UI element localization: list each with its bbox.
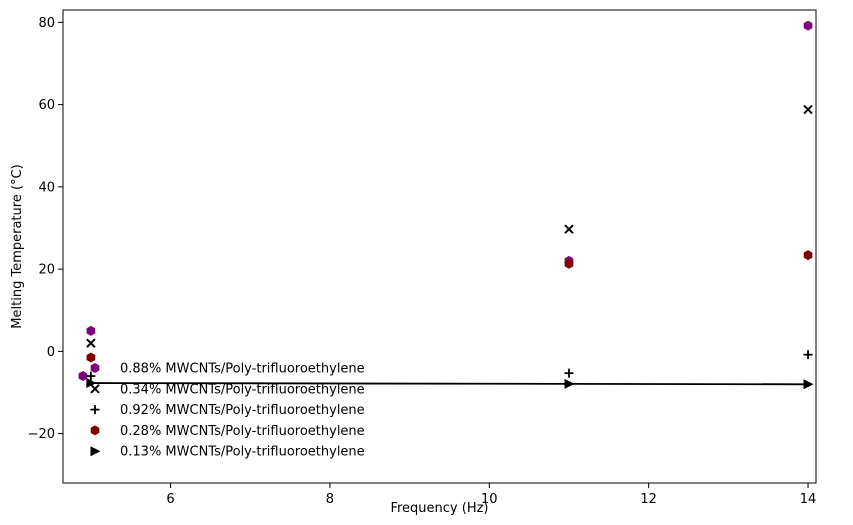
data-point — [803, 104, 813, 115]
data-point — [803, 20, 813, 31]
legend-item: 0.88% MWCNTs/Poly-trifluoroethylene — [90, 362, 365, 377]
legend-label: 0.92% MWCNTs/Poly-trifluoroethylene — [120, 403, 365, 418]
data-point — [564, 258, 574, 269]
legend-label: 0.28% MWCNTs/Poly-trifluoroethylene — [120, 424, 365, 439]
data-point — [803, 350, 813, 360]
legend-marker — [90, 384, 100, 394]
legend-marker — [90, 425, 100, 436]
series-1 — [78, 20, 813, 382]
series-4 — [86, 250, 813, 363]
data-point — [803, 379, 814, 390]
data-point — [564, 368, 574, 378]
legend-label: 0.88% MWCNTs/Poly-trifluoroethylene — [120, 362, 365, 377]
legend-item: 0.34% MWCNTs/Poly-trifluoroethylene — [90, 382, 365, 397]
legend-marker — [90, 363, 100, 373]
x-tick-label: 6 — [166, 492, 174, 507]
x-tick-label: 12 — [640, 492, 657, 507]
data-point — [86, 378, 97, 389]
series-5 — [86, 378, 814, 390]
data-point — [78, 371, 88, 382]
series-2 — [86, 104, 813, 348]
y-tick-label: 0 — [47, 345, 55, 360]
x-tick-label: 8 — [326, 492, 334, 507]
y-tick-label: 60 — [38, 98, 55, 113]
x-axis-label: Frequency (Hz) — [390, 501, 488, 516]
y-tick-label: 40 — [38, 180, 55, 195]
y-tick-label: 20 — [38, 263, 55, 278]
legend-marker — [90, 405, 100, 415]
legend: 0.88% MWCNTs/Poly-trifluoroethylene 0.34%… — [90, 362, 365, 460]
y-axis-ticks: −20 0 20 40 60 80 — [28, 16, 63, 442]
data-point — [564, 224, 574, 234]
data-point — [86, 352, 96, 363]
plot-frame — [62, 9, 817, 484]
y-tick-label: −20 — [28, 427, 55, 442]
data-point — [86, 325, 96, 336]
legend-item: 0.13% MWCNTs/Poly-trifluoroethylene — [90, 445, 365, 460]
data-point — [803, 250, 813, 261]
data-point — [86, 371, 96, 381]
x-axis-ticks: 6 8 10 12 14 — [166, 483, 816, 507]
x-tick-label: 10 — [481, 492, 498, 507]
legend-item: 0.92% MWCNTs/Poly-trifluoroethylene — [90, 403, 365, 418]
y-axis-label: Melting Temperature (°C) — [10, 164, 25, 328]
x-tick-label: 14 — [800, 492, 817, 507]
legend-label: 0.34% MWCNTs/Poly-trifluoroethylene — [120, 382, 365, 397]
data-point — [564, 378, 575, 389]
legend-label: 0.13% MWCNTs/Poly-trifluoroethylene — [120, 445, 365, 460]
legend-marker — [90, 446, 101, 457]
series-3 — [86, 350, 813, 381]
data-point — [86, 338, 96, 348]
y-tick-label: 80 — [38, 16, 55, 31]
legend-item: 0.28% MWCNTs/Poly-trifluoroethylene — [90, 424, 365, 439]
plot-marks — [78, 20, 814, 390]
